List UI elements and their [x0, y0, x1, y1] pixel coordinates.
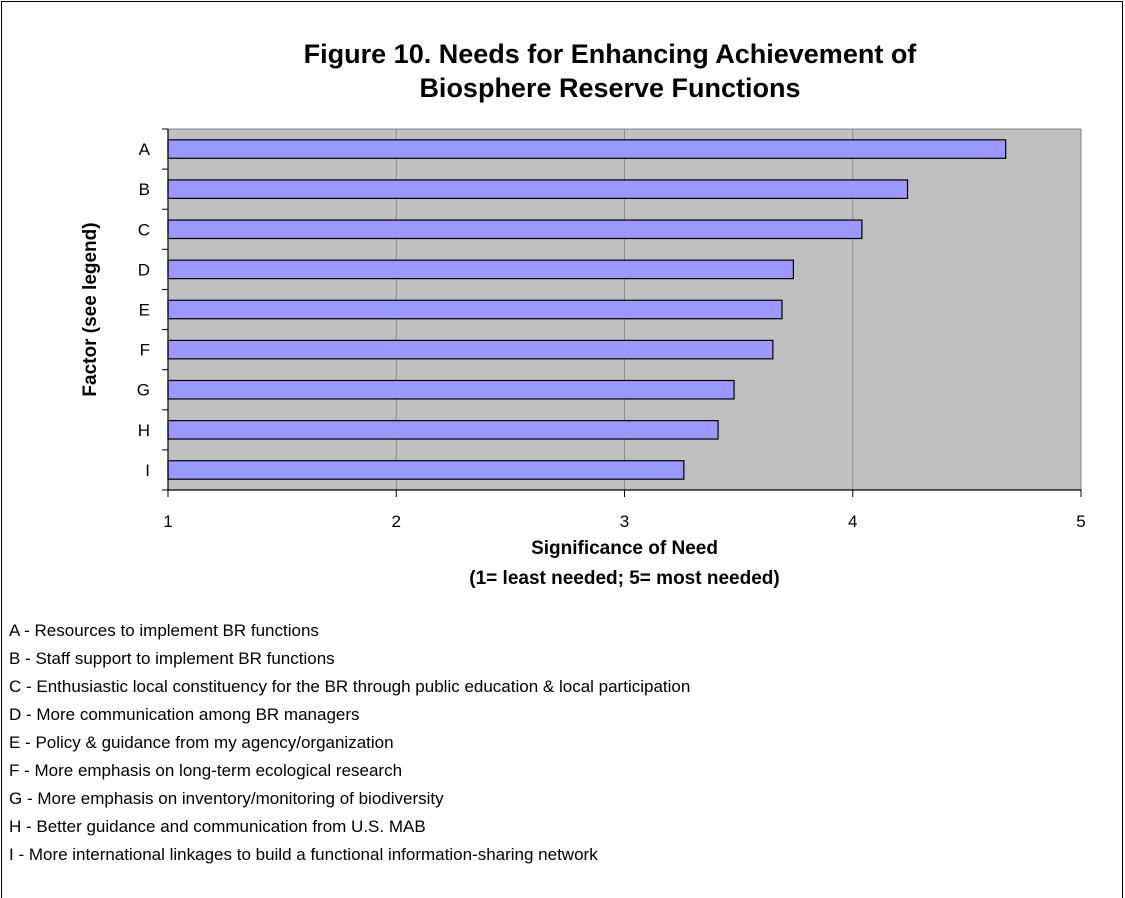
- legend-item-b: B - Staff support to implement BR functi…: [9, 649, 335, 668]
- y-tick-label-e: E: [139, 301, 150, 320]
- bar-g: [167, 379, 735, 400]
- y-tick-label-f: F: [140, 341, 150, 360]
- bar-a: [167, 139, 1007, 159]
- y-tick-label-g: G: [137, 381, 150, 400]
- legend-item-d: D - More communication among BR managers: [9, 705, 360, 724]
- legend-item-h: H - Better guidance and communication fr…: [9, 817, 426, 836]
- y-tick-label-d: D: [138, 260, 150, 279]
- bar-h: [167, 420, 719, 440]
- x-tick-label: 2: [392, 512, 401, 531]
- legend-item-i: I - More international linkages to build…: [9, 845, 598, 864]
- bar-e: [167, 299, 783, 320]
- legend-item-f: F - More emphasis on long-term ecologica…: [9, 761, 403, 780]
- y-tick-label-i: I: [145, 461, 150, 480]
- chart-title: Figure 10. Needs for Enhancing Achieveme…: [140, 37, 1080, 105]
- bar-b: [167, 179, 909, 199]
- y-tick-label-c: C: [138, 220, 150, 239]
- x-tick-label: 5: [1076, 512, 1085, 531]
- bar-d: [167, 259, 795, 280]
- bar-i: [167, 460, 685, 480]
- legend-item-g: G - More emphasis on inventory/monitorin…: [9, 789, 444, 808]
- x-tick-label: 4: [848, 512, 857, 531]
- x-axis-subtitle: (1= least needed; 5= most needed): [469, 568, 779, 589]
- y-axis-title: Factor (see legend): [80, 222, 101, 396]
- legend-item-a: A - Resources to implement BR functions: [9, 621, 319, 640]
- y-tick-label-a: A: [139, 140, 151, 159]
- y-tick-label-b: B: [139, 180, 150, 199]
- chart-title-line-1: Figure 10. Needs for Enhancing Achieveme…: [303, 39, 917, 69]
- x-tick-label: 1: [163, 512, 172, 531]
- chart-title-line-2: Biosphere Reserve Functions: [419, 73, 801, 103]
- legend-item-c: C - Enthusiastic local constituency for …: [9, 677, 691, 696]
- factor-legend: A - Resources to implement BR functions …: [9, 617, 690, 869]
- x-axis-title: Significance of Need: [531, 538, 718, 559]
- bar-f: [167, 339, 774, 360]
- y-tick-label-h: H: [138, 421, 150, 440]
- x-tick-label: 3: [620, 512, 629, 531]
- bar-c: [167, 219, 863, 240]
- legend-item-e: E - Policy & guidance from my agency/org…: [9, 733, 394, 752]
